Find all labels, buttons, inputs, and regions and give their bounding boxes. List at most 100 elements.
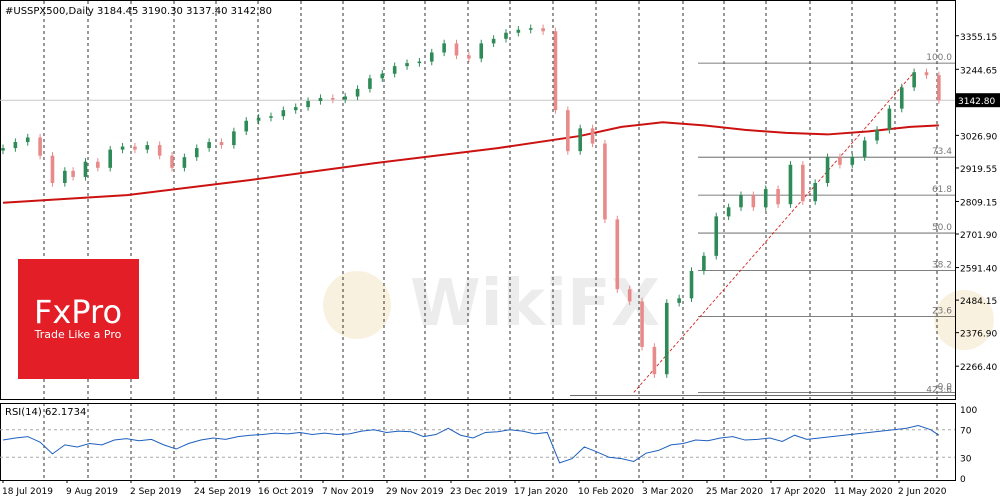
candle-body-70: [862, 140, 867, 158]
candle-body-19: [232, 131, 236, 146]
chart-header: #USSPX500,Daily 3184.45 3190.30 3137.40 …: [5, 6, 272, 17]
fib-level-label-1: 73.4: [932, 147, 952, 157]
candle-body-7: [83, 161, 88, 177]
fib-level-label-0: 100.0: [926, 53, 952, 63]
rsi-line: [2, 425, 940, 464]
candle-body-71: [875, 129, 879, 141]
candle-body-33: [405, 63, 409, 67]
y-tick-label-3: 3026.90: [960, 132, 997, 142]
candle-body-50: [615, 219, 620, 290]
fxpro-logo-wordmark: FxPro: [34, 293, 122, 331]
rsi-tick-label-3: 0: [960, 475, 966, 485]
candle-body-64: [788, 164, 793, 205]
candle-body-45: [553, 31, 558, 111]
candle-body-47: [578, 128, 582, 152]
candle-body-48: [590, 128, 595, 144]
candle-body-37: [454, 43, 459, 56]
candle-body-65: [801, 164, 805, 202]
candle-body-2: [25, 137, 30, 143]
fib-trendline: [633, 71, 915, 393]
wikifx-logo-mark-right: [934, 290, 994, 350]
candle-body-27: [331, 98, 335, 100]
candle-body-4: [50, 155, 55, 183]
candle-body-8: [96, 161, 100, 168]
rsi-tick-label-1: 70: [960, 427, 972, 437]
x-tick-label-4: 16 Oct 2019: [258, 487, 314, 497]
candle-body-74: [912, 72, 916, 88]
candle-body-75: [924, 72, 929, 76]
x-tick-label-0: 18 Jul 2019: [2, 487, 53, 497]
price-panel-border: [0, 0, 956, 400]
candle-body-43: [528, 28, 533, 30]
candle-body-49: [603, 143, 607, 220]
current-price-label: 3142.80: [958, 97, 995, 107]
candle-body-6: [71, 170, 75, 177]
x-tick-label-10: 3 Mar 2020: [642, 487, 694, 497]
rsi-tick-label-0: 100: [960, 406, 977, 416]
current-price-tag: [955, 93, 1000, 108]
candle-body-76: [937, 75, 941, 101]
candle-body-11: [133, 146, 137, 150]
candle-body-58: [714, 216, 719, 256]
x-tick-label-14: 2 Jun 2020: [898, 487, 947, 497]
x-tick-label-2: 2 Sep 2019: [130, 487, 182, 497]
candle-body-56: [689, 271, 694, 299]
wikifx-watermark-text: WikiFX: [410, 267, 660, 341]
candle-body-13: [157, 145, 162, 156]
fxpro-logo: FxPro Trade Like a Pro: [18, 259, 139, 379]
candle-body-46: [566, 110, 570, 152]
x-tick-label-5: 7 Nov 2019: [322, 487, 374, 497]
x-tick-label-6: 29 Nov 2019: [386, 487, 444, 497]
candle-body-55: [677, 298, 681, 303]
candle-body-25: [306, 101, 310, 108]
candle-body-17: [207, 142, 211, 149]
rsi-panel: 18 Jul 2019 9 Aug 2019 2 Sep 2019 24 Sep 20…: [0, 403, 977, 497]
candle-body-73: [899, 87, 904, 109]
candle-body-63: [776, 189, 780, 205]
y-tick-label-8: 2484.15: [960, 297, 997, 307]
x-tick-label-8: 17 Jan 2020: [514, 487, 568, 497]
candle-body-20: [244, 120, 249, 132]
x-tick-label-9: 10 Feb 2020: [578, 487, 634, 497]
candle-body-61: [751, 195, 756, 208]
candle-body-60: [739, 195, 743, 208]
fib-level-label-5: 23.6: [932, 307, 952, 317]
y-tick-label-4: 2919.55: [960, 165, 997, 175]
candle-body-28: [343, 96, 347, 100]
candle-body-18: [219, 142, 224, 146]
candle-body-29: [355, 88, 360, 97]
candle-body-72: [887, 108, 892, 130]
candle-body-40: [491, 38, 496, 44]
candle-body-35: [429, 52, 434, 62]
candle-body-23: [281, 110, 286, 117]
candle-body-69: [850, 157, 855, 165]
candle-body-67: [825, 157, 830, 183]
candle-body-31: [380, 73, 385, 79]
y-tick-label-5: 2809.15: [960, 198, 997, 208]
candle-body-52: [640, 301, 644, 347]
y-tick-label-9: 2376.90: [960, 330, 997, 340]
x-tick-label-3: 24 Sep 2019: [194, 487, 251, 497]
wikifx-logo-mark: [323, 271, 391, 339]
candle-body-62: [763, 189, 768, 208]
candle-body-24: [293, 107, 298, 111]
candle-body-30: [368, 78, 372, 89]
y-tick-label-7: 2591.40: [960, 265, 997, 275]
y-tick-label-0: 3355.15: [960, 33, 997, 43]
candle-body-16: [194, 148, 199, 158]
x-tick-label-13: 11 May 2020: [834, 487, 893, 497]
candle-body-44: [541, 28, 545, 32]
rsi-panel-border: [0, 403, 956, 481]
y-tick-label-6: 2701.90: [960, 231, 997, 241]
rsi-header: RSI(14) 62.1734: [5, 407, 86, 418]
rsi-tick-label-2: 30: [960, 454, 972, 464]
candle-body-22: [269, 116, 273, 118]
candle-body-42: [516, 29, 521, 33]
fxpro-logo-box: [18, 259, 139, 379]
candle-body-15: [182, 157, 187, 168]
moving-average-line: [2, 121, 939, 204]
candle-body-51: [627, 289, 632, 302]
candle-body-21: [256, 117, 261, 121]
